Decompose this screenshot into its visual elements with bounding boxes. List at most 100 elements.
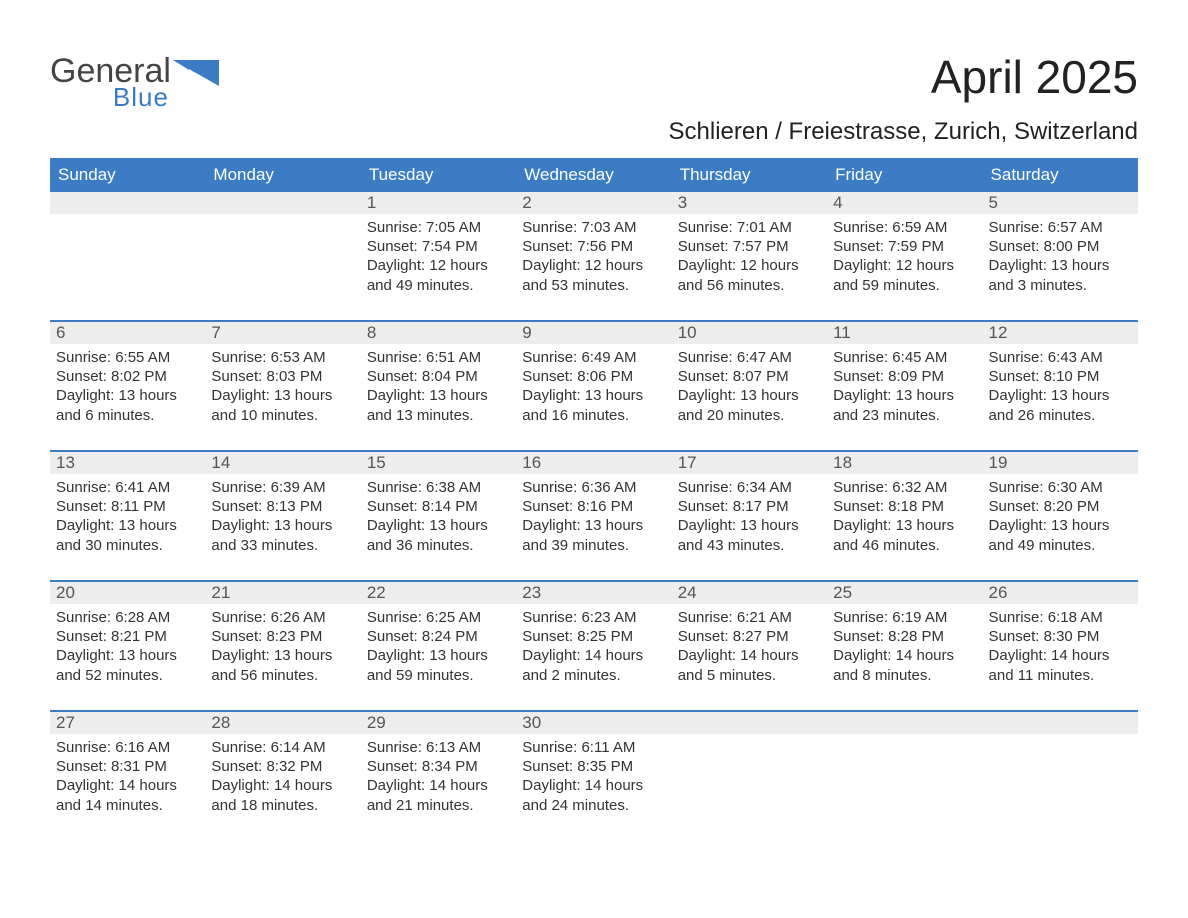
day-daylight2: and 13 minutes.: [367, 406, 510, 425]
day-sunset: Sunset: 8:14 PM: [367, 497, 510, 516]
day-daylight2: and 49 minutes.: [989, 536, 1132, 555]
day-body: Sunrise: 6:28 AMSunset: 8:21 PMDaylight:…: [50, 604, 205, 695]
day-body: Sunrise: 6:47 AMSunset: 8:07 PMDaylight:…: [672, 344, 827, 435]
day-sunset: Sunset: 7:59 PM: [833, 237, 976, 256]
day-number: 4: [827, 192, 982, 214]
week-row: 27Sunrise: 6:16 AMSunset: 8:31 PMDayligh…: [50, 710, 1138, 840]
day-cell: 27Sunrise: 6:16 AMSunset: 8:31 PMDayligh…: [50, 712, 205, 840]
day-daylight1: Daylight: 13 hours: [833, 386, 976, 405]
day-sunset: Sunset: 8:04 PM: [367, 367, 510, 386]
col-header: Friday: [827, 158, 982, 192]
day-number: 7: [205, 322, 360, 344]
day-daylight2: and 59 minutes.: [833, 276, 976, 295]
day-daylight1: Daylight: 13 hours: [56, 646, 199, 665]
calendar: Sunday Monday Tuesday Wednesday Thursday…: [50, 158, 1138, 840]
day-daylight1: Daylight: 13 hours: [211, 386, 354, 405]
day-sunrise: Sunrise: 6:28 AM: [56, 608, 199, 627]
day-sunrise: Sunrise: 6:47 AM: [678, 348, 821, 367]
day-daylight2: and 52 minutes.: [56, 666, 199, 685]
day-body: Sunrise: 6:43 AMSunset: 8:10 PMDaylight:…: [983, 344, 1138, 435]
day-number: 22: [361, 582, 516, 604]
day-sunset: Sunset: 8:34 PM: [367, 757, 510, 776]
day-cell: 7Sunrise: 6:53 AMSunset: 8:03 PMDaylight…: [205, 322, 360, 450]
day-daylight2: and 24 minutes.: [522, 796, 665, 815]
day-cell: 14Sunrise: 6:39 AMSunset: 8:13 PMDayligh…: [205, 452, 360, 580]
day-body: Sunrise: 7:05 AMSunset: 7:54 PMDaylight:…: [361, 214, 516, 305]
day-cell: [983, 712, 1138, 840]
day-daylight1: Daylight: 14 hours: [56, 776, 199, 795]
day-body: Sunrise: 6:39 AMSunset: 8:13 PMDaylight:…: [205, 474, 360, 565]
day-body: Sunrise: 6:21 AMSunset: 8:27 PMDaylight:…: [672, 604, 827, 695]
day-cell: 28Sunrise: 6:14 AMSunset: 8:32 PMDayligh…: [205, 712, 360, 840]
col-header: Monday: [205, 158, 360, 192]
day-cell: 15Sunrise: 6:38 AMSunset: 8:14 PMDayligh…: [361, 452, 516, 580]
day-sunrise: Sunrise: 6:43 AM: [989, 348, 1132, 367]
day-sunset: Sunset: 7:57 PM: [678, 237, 821, 256]
day-number: [205, 192, 360, 214]
day-daylight2: and 56 minutes.: [678, 276, 821, 295]
day-number: 3: [672, 192, 827, 214]
day-daylight1: Daylight: 12 hours: [833, 256, 976, 275]
day-cell: 10Sunrise: 6:47 AMSunset: 8:07 PMDayligh…: [672, 322, 827, 450]
day-sunset: Sunset: 8:18 PM: [833, 497, 976, 516]
col-header: Sunday: [50, 158, 205, 192]
day-number: 26: [983, 582, 1138, 604]
day-sunrise: Sunrise: 6:34 AM: [678, 478, 821, 497]
day-cell: 23Sunrise: 6:23 AMSunset: 8:25 PMDayligh…: [516, 582, 671, 710]
day-number: [827, 712, 982, 734]
day-daylight1: Daylight: 14 hours: [678, 646, 821, 665]
day-sunrise: Sunrise: 6:26 AM: [211, 608, 354, 627]
day-sunset: Sunset: 8:35 PM: [522, 757, 665, 776]
day-number: 19: [983, 452, 1138, 474]
day-number: 27: [50, 712, 205, 734]
day-daylight1: Daylight: 13 hours: [678, 516, 821, 535]
day-cell: 5Sunrise: 6:57 AMSunset: 8:00 PMDaylight…: [983, 192, 1138, 320]
day-sunrise: Sunrise: 6:57 AM: [989, 218, 1132, 237]
day-daylight2: and 53 minutes.: [522, 276, 665, 295]
day-body: Sunrise: 6:16 AMSunset: 8:31 PMDaylight:…: [50, 734, 205, 825]
day-daylight2: and 23 minutes.: [833, 406, 976, 425]
day-number: [50, 192, 205, 214]
day-number: 18: [827, 452, 982, 474]
day-sunset: Sunset: 8:10 PM: [989, 367, 1132, 386]
day-cell: 24Sunrise: 6:21 AMSunset: 8:27 PMDayligh…: [672, 582, 827, 710]
day-sunrise: Sunrise: 6:36 AM: [522, 478, 665, 497]
day-daylight1: Daylight: 13 hours: [211, 516, 354, 535]
day-sunset: Sunset: 8:31 PM: [56, 757, 199, 776]
day-sunset: Sunset: 8:09 PM: [833, 367, 976, 386]
day-sunset: Sunset: 8:21 PM: [56, 627, 199, 646]
day-body: Sunrise: 6:36 AMSunset: 8:16 PMDaylight:…: [516, 474, 671, 565]
day-daylight1: Daylight: 13 hours: [367, 386, 510, 405]
day-sunrise: Sunrise: 6:39 AM: [211, 478, 354, 497]
day-cell: 25Sunrise: 6:19 AMSunset: 8:28 PMDayligh…: [827, 582, 982, 710]
day-number: 10: [672, 322, 827, 344]
day-number: 11: [827, 322, 982, 344]
day-cell: [50, 192, 205, 320]
day-daylight1: Daylight: 13 hours: [833, 516, 976, 535]
day-number: [983, 712, 1138, 734]
week-row: 1Sunrise: 7:05 AMSunset: 7:54 PMDaylight…: [50, 192, 1138, 320]
day-body: Sunrise: 6:14 AMSunset: 8:32 PMDaylight:…: [205, 734, 360, 825]
day-daylight2: and 5 minutes.: [678, 666, 821, 685]
day-sunset: Sunset: 8:02 PM: [56, 367, 199, 386]
day-body: Sunrise: 6:25 AMSunset: 8:24 PMDaylight:…: [361, 604, 516, 695]
day-daylight2: and 36 minutes.: [367, 536, 510, 555]
day-sunrise: Sunrise: 6:14 AM: [211, 738, 354, 757]
day-body: Sunrise: 6:57 AMSunset: 8:00 PMDaylight:…: [983, 214, 1138, 305]
day-daylight2: and 39 minutes.: [522, 536, 665, 555]
day-cell: 1Sunrise: 7:05 AMSunset: 7:54 PMDaylight…: [361, 192, 516, 320]
day-number: 23: [516, 582, 671, 604]
day-daylight1: Daylight: 14 hours: [522, 776, 665, 795]
day-sunrise: Sunrise: 7:03 AM: [522, 218, 665, 237]
day-number: 8: [361, 322, 516, 344]
day-number: 12: [983, 322, 1138, 344]
day-daylight2: and 21 minutes.: [367, 796, 510, 815]
day-sunrise: Sunrise: 6:23 AM: [522, 608, 665, 627]
day-daylight2: and 59 minutes.: [367, 666, 510, 685]
day-cell: 4Sunrise: 6:59 AMSunset: 7:59 PMDaylight…: [827, 192, 982, 320]
day-sunrise: Sunrise: 6:53 AM: [211, 348, 354, 367]
day-daylight1: Daylight: 13 hours: [522, 386, 665, 405]
day-body: Sunrise: 6:26 AMSunset: 8:23 PMDaylight:…: [205, 604, 360, 695]
day-body: Sunrise: 6:23 AMSunset: 8:25 PMDaylight:…: [516, 604, 671, 695]
day-cell: 2Sunrise: 7:03 AMSunset: 7:56 PMDaylight…: [516, 192, 671, 320]
